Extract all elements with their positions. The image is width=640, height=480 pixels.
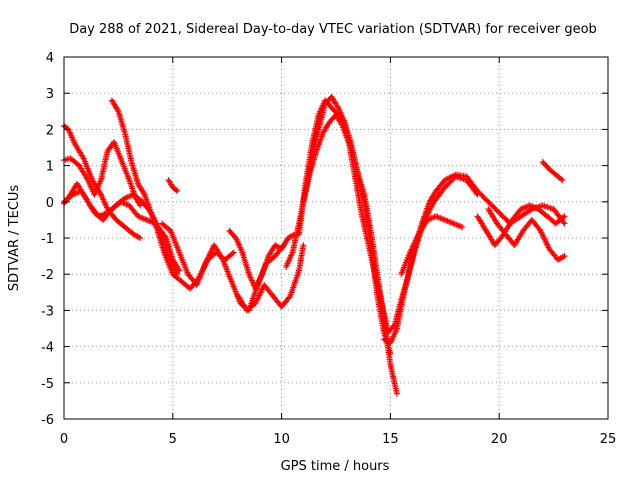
data-point xyxy=(71,191,78,197)
x-tick-label: 0 xyxy=(60,432,68,447)
x-tick-label: 5 xyxy=(169,432,177,447)
data-point xyxy=(436,214,442,221)
data-point xyxy=(430,214,437,221)
data-point xyxy=(443,217,450,224)
series-track-4 xyxy=(61,187,181,278)
data-point xyxy=(561,213,568,220)
data-point xyxy=(140,215,147,222)
data-point xyxy=(449,219,456,226)
data-point xyxy=(520,204,527,211)
data-point xyxy=(446,218,453,225)
data-point xyxy=(137,235,144,241)
data-point xyxy=(100,211,107,218)
data-point xyxy=(274,243,281,250)
data-point xyxy=(137,202,144,209)
data-point xyxy=(532,204,539,211)
series-track-13 xyxy=(398,213,466,278)
data-point xyxy=(173,187,180,193)
data-point xyxy=(97,212,104,219)
data-point xyxy=(123,201,130,208)
data-point xyxy=(382,337,389,344)
data-point xyxy=(338,121,345,128)
data-point xyxy=(130,231,137,238)
y-tick-label: -4 xyxy=(41,341,54,356)
data-point xyxy=(123,194,130,201)
data-point xyxy=(452,221,458,228)
y-tick-label: 3 xyxy=(46,87,54,102)
data-point xyxy=(230,249,237,256)
data-point xyxy=(300,242,307,249)
data-point xyxy=(559,177,566,184)
data-point xyxy=(558,254,565,261)
data-point xyxy=(286,294,293,301)
y-axis-label: SDTVAR / TECUs xyxy=(7,185,22,292)
y-tick-label: -1 xyxy=(41,232,54,247)
data-point xyxy=(438,215,445,222)
y-tick-label: 2 xyxy=(46,123,54,138)
x-tick-label: 15 xyxy=(382,432,399,447)
data-point xyxy=(558,176,564,182)
data-point xyxy=(273,243,280,249)
data-point xyxy=(526,202,533,209)
data-point xyxy=(380,336,387,343)
y-tick-label: 4 xyxy=(46,51,54,66)
data-point xyxy=(561,253,568,260)
data-point xyxy=(114,106,121,113)
data-point xyxy=(135,213,141,220)
data-point xyxy=(523,203,530,210)
data-point xyxy=(560,253,567,260)
data-point xyxy=(457,223,464,230)
y-tick-label: 1 xyxy=(46,160,54,175)
data-point xyxy=(134,233,141,240)
data-points xyxy=(61,93,568,397)
data-point xyxy=(555,256,561,263)
data-point xyxy=(459,224,466,231)
data-point xyxy=(219,255,225,262)
y-tick-label: -5 xyxy=(41,377,54,392)
series-track-16 xyxy=(539,159,566,184)
x-axis-label: GPS time / hours xyxy=(281,459,390,474)
series-track-7 xyxy=(226,227,298,292)
data-point xyxy=(174,187,181,194)
data-point xyxy=(135,234,142,241)
data-point xyxy=(433,213,440,220)
x-tick-label: 25 xyxy=(600,432,617,447)
series-track-17 xyxy=(165,177,181,194)
data-point xyxy=(454,222,461,229)
data-point xyxy=(393,390,400,397)
data-point xyxy=(560,214,567,221)
data-point xyxy=(74,189,81,196)
data-point xyxy=(229,250,236,257)
y-tick-label: 0 xyxy=(46,196,54,211)
y-tick-label: -6 xyxy=(41,413,54,428)
y-tick-label: -3 xyxy=(41,304,54,319)
axis-ticks: 0 5 10 15 20 25 -6 -5 -4 -3 -2 -1 0 1 2 3 4 xyxy=(41,51,616,447)
data-point xyxy=(529,203,536,210)
series-track-14 xyxy=(474,202,568,249)
data-point xyxy=(424,216,431,223)
data-point xyxy=(427,215,434,222)
series-track-8 xyxy=(235,242,307,314)
series-track-15 xyxy=(485,206,568,263)
data-point xyxy=(285,235,292,241)
data-point xyxy=(561,220,568,227)
x-tick-label: 10 xyxy=(273,432,290,447)
data-point xyxy=(527,206,534,213)
data-point xyxy=(126,193,133,200)
data-point xyxy=(518,206,524,212)
chart-title: Day 288 of 2021, Sidereal Day-to-day VTE… xyxy=(69,22,597,37)
data-point xyxy=(137,214,144,221)
data-point xyxy=(143,216,150,223)
grid-lines xyxy=(64,57,608,419)
y-tick-label: -2 xyxy=(41,268,54,283)
data-point xyxy=(140,190,147,197)
x-tick-label: 20 xyxy=(491,432,508,447)
